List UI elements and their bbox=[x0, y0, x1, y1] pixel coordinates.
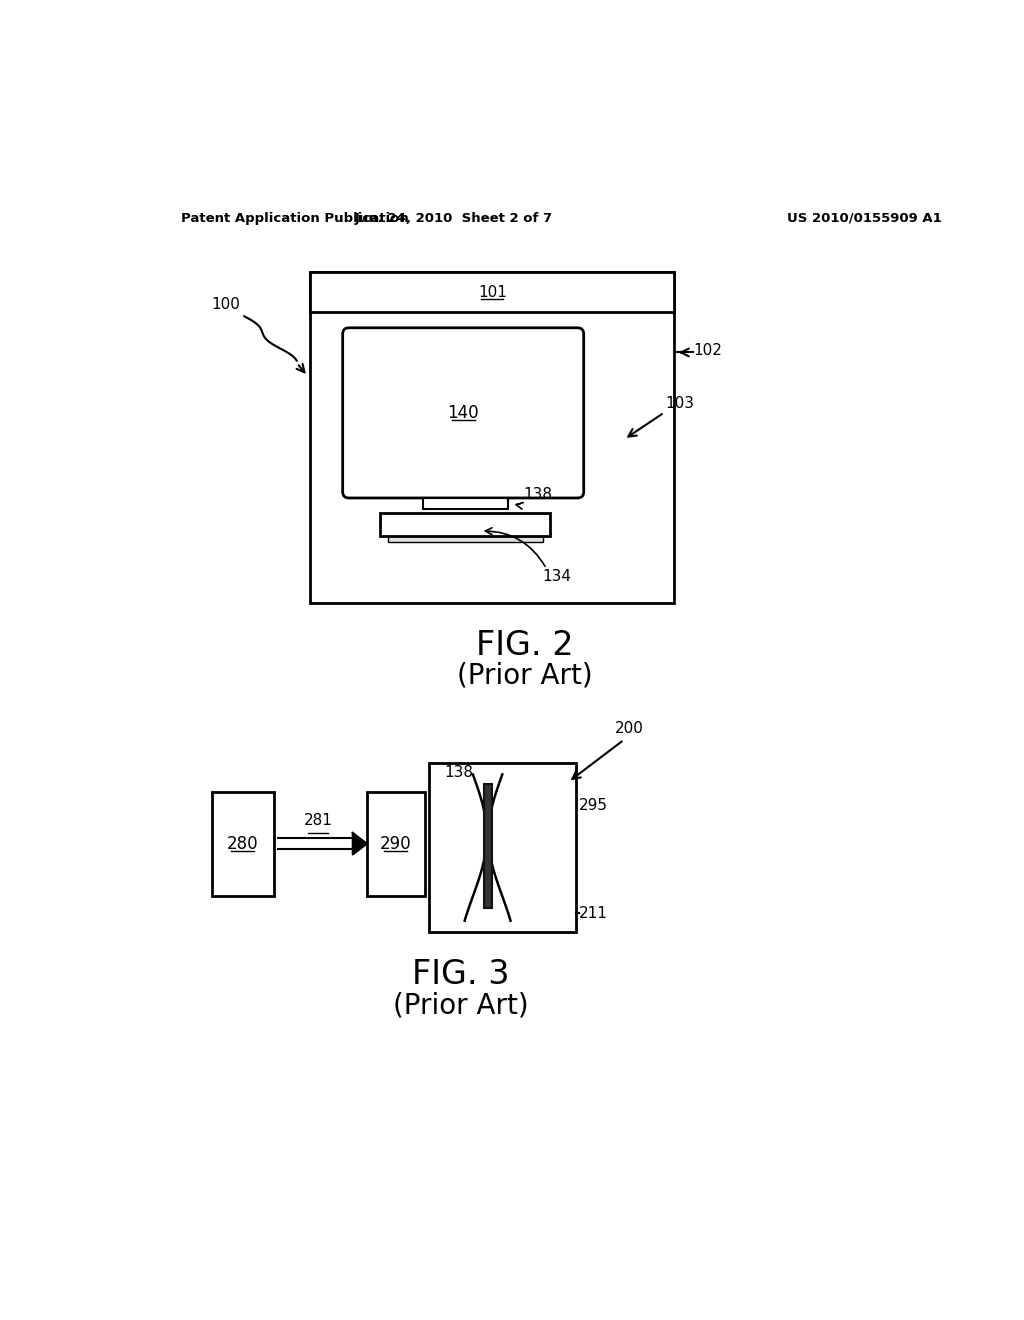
Text: 100: 100 bbox=[212, 297, 241, 313]
Bar bbox=[388, 536, 543, 543]
Text: (Prior Art): (Prior Art) bbox=[393, 991, 529, 1019]
Text: 295: 295 bbox=[579, 797, 608, 813]
Text: 200: 200 bbox=[614, 721, 643, 735]
Bar bbox=[429, 763, 575, 932]
Bar bbox=[423, 498, 508, 508]
Bar bbox=[380, 512, 550, 536]
Polygon shape bbox=[352, 833, 367, 854]
Text: FIG. 2: FIG. 2 bbox=[476, 628, 573, 661]
Text: 101: 101 bbox=[478, 285, 507, 300]
Bar bbox=[212, 792, 273, 896]
Text: US 2010/0155909 A1: US 2010/0155909 A1 bbox=[786, 213, 941, 224]
Text: 102: 102 bbox=[693, 343, 723, 359]
Text: 281: 281 bbox=[304, 813, 333, 829]
Text: 140: 140 bbox=[447, 404, 479, 422]
Bar bbox=[310, 272, 675, 313]
Text: 211: 211 bbox=[579, 906, 608, 920]
Bar bbox=[367, 792, 425, 896]
Text: 290: 290 bbox=[380, 834, 412, 853]
Text: 103: 103 bbox=[665, 396, 694, 411]
Text: FIG. 3: FIG. 3 bbox=[413, 958, 510, 991]
Text: 138: 138 bbox=[444, 764, 473, 780]
Bar bbox=[310, 272, 675, 603]
Text: Patent Application Publication: Patent Application Publication bbox=[180, 213, 409, 224]
Text: 280: 280 bbox=[227, 834, 258, 853]
Text: 138: 138 bbox=[523, 487, 552, 502]
Text: 134: 134 bbox=[543, 569, 571, 583]
FancyBboxPatch shape bbox=[343, 327, 584, 498]
Bar bbox=[483, 784, 493, 908]
Text: (Prior Art): (Prior Art) bbox=[457, 661, 593, 690]
Text: Jun. 24, 2010  Sheet 2 of 7: Jun. 24, 2010 Sheet 2 of 7 bbox=[354, 213, 553, 224]
